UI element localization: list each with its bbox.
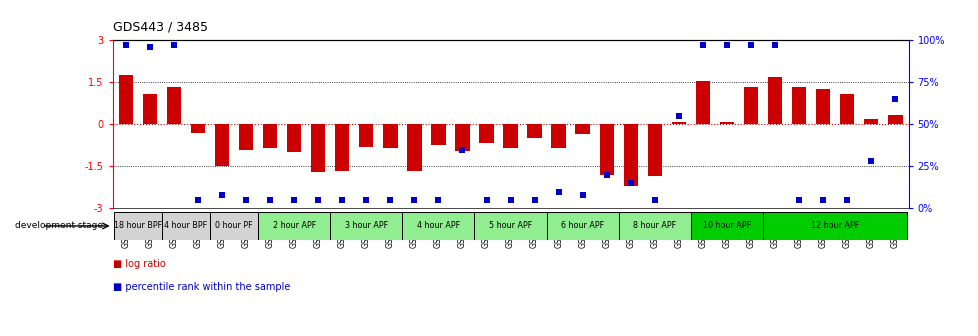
Point xyxy=(118,43,134,48)
Bar xyxy=(118,75,133,124)
Bar xyxy=(359,124,373,147)
Point xyxy=(142,44,157,50)
Point xyxy=(238,197,253,203)
Bar xyxy=(479,124,493,142)
Bar xyxy=(623,124,638,186)
Bar xyxy=(671,122,686,124)
Point xyxy=(599,172,614,177)
Text: 4 hour APF: 4 hour APF xyxy=(417,221,460,230)
Bar xyxy=(166,86,181,124)
Point xyxy=(503,197,518,203)
Text: 2 hour APF: 2 hour APF xyxy=(272,221,316,230)
Bar xyxy=(546,212,618,240)
Bar xyxy=(311,124,325,172)
Bar xyxy=(575,124,590,134)
Bar xyxy=(214,124,229,166)
Text: 10 hour APF: 10 hour APF xyxy=(702,221,750,230)
Bar xyxy=(690,212,762,240)
Text: ■ log ratio: ■ log ratio xyxy=(112,259,165,269)
Point xyxy=(382,197,398,203)
Point xyxy=(646,197,662,203)
Bar xyxy=(503,124,517,148)
Text: 4 hour BPF: 4 hour BPF xyxy=(164,221,207,230)
Point xyxy=(767,43,782,48)
Point xyxy=(430,197,446,203)
Bar xyxy=(209,212,258,240)
Point xyxy=(190,197,205,203)
Point xyxy=(670,113,686,119)
Bar xyxy=(263,124,277,148)
Text: 0 hour PF: 0 hour PF xyxy=(215,221,252,230)
Point xyxy=(310,197,326,203)
Bar xyxy=(839,93,854,124)
Bar xyxy=(618,212,690,240)
Text: 12 hour APF: 12 hour APF xyxy=(810,221,859,230)
Text: 5 hour APF: 5 hour APF xyxy=(488,221,532,230)
Bar xyxy=(762,212,907,240)
Point xyxy=(863,159,878,164)
Text: ■ percentile rank within the sample: ■ percentile rank within the sample xyxy=(112,282,289,292)
Bar xyxy=(599,124,613,175)
Point xyxy=(454,147,469,152)
Bar xyxy=(402,212,474,240)
Point xyxy=(406,197,422,203)
Bar xyxy=(815,89,829,124)
Bar xyxy=(334,124,349,170)
Point xyxy=(166,43,182,48)
Point xyxy=(719,43,734,48)
Point xyxy=(622,180,638,186)
Point xyxy=(886,96,902,102)
Bar xyxy=(455,124,469,151)
Bar xyxy=(767,77,781,124)
Text: 18 hour BPF: 18 hour BPF xyxy=(113,221,161,230)
Bar xyxy=(527,124,541,138)
Bar xyxy=(191,124,205,133)
Bar xyxy=(887,115,902,124)
Bar xyxy=(551,124,565,148)
Point xyxy=(214,192,230,198)
Point xyxy=(334,197,350,203)
Bar xyxy=(791,86,806,124)
Point xyxy=(694,43,710,48)
Text: GDS443 / 3485: GDS443 / 3485 xyxy=(112,20,207,34)
Point xyxy=(286,197,301,203)
Bar xyxy=(474,212,546,240)
Point xyxy=(838,197,854,203)
Point xyxy=(526,197,542,203)
Bar xyxy=(258,212,330,240)
Bar xyxy=(382,124,397,148)
Bar xyxy=(864,119,877,124)
Bar xyxy=(430,124,445,145)
Bar xyxy=(743,86,757,124)
Bar xyxy=(287,124,301,152)
Bar xyxy=(719,122,734,124)
Text: development stage: development stage xyxy=(15,221,103,230)
Bar xyxy=(330,212,402,240)
Point xyxy=(790,197,806,203)
Bar xyxy=(143,93,156,124)
Point xyxy=(358,197,374,203)
Bar xyxy=(695,81,709,124)
Point xyxy=(574,192,590,198)
Text: 6 hour APF: 6 hour APF xyxy=(560,221,603,230)
Text: 8 hour APF: 8 hour APF xyxy=(633,221,676,230)
Text: 3 hour APF: 3 hour APF xyxy=(344,221,387,230)
Point xyxy=(815,197,830,203)
Bar xyxy=(647,124,661,176)
Point xyxy=(262,197,278,203)
Bar xyxy=(161,212,209,240)
Bar xyxy=(113,212,161,240)
Point xyxy=(742,43,758,48)
Bar xyxy=(407,124,422,170)
Bar xyxy=(239,124,253,150)
Point xyxy=(478,197,494,203)
Point xyxy=(551,189,566,194)
